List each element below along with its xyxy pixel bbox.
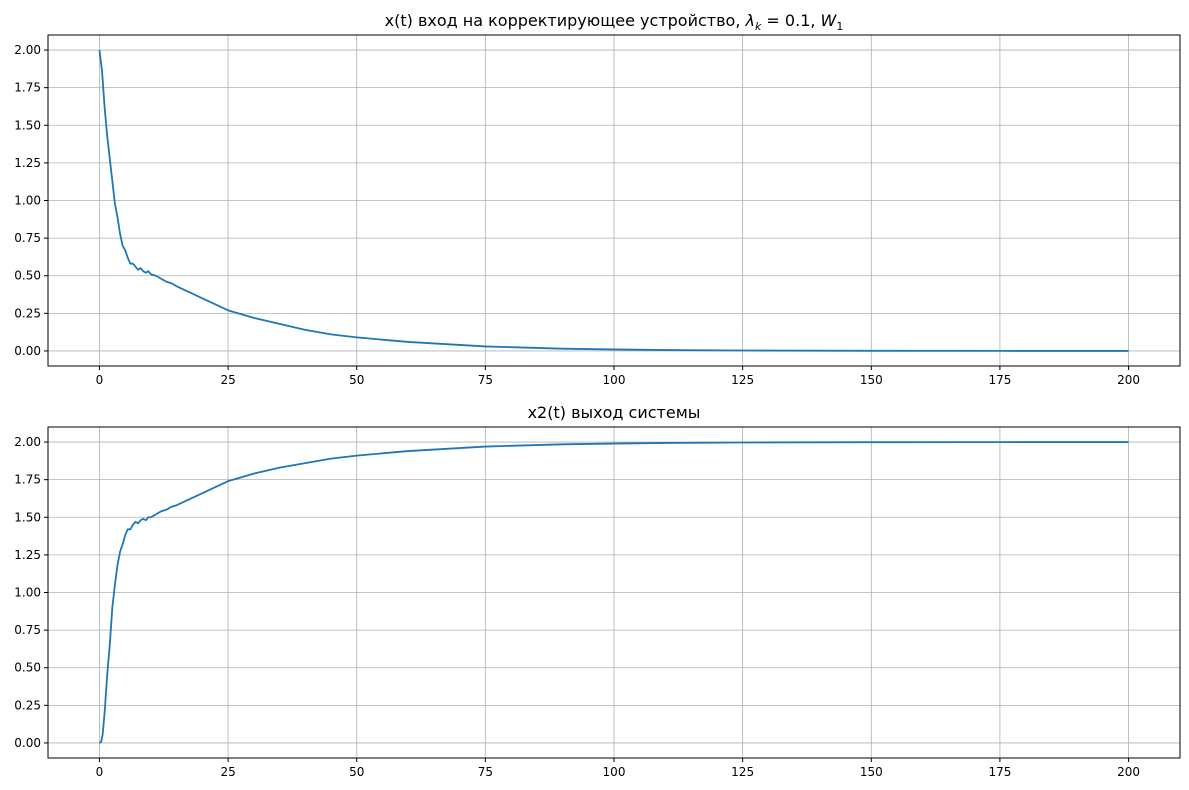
x-tick-label-top-3: 75	[478, 373, 493, 387]
y-tick-label-top-5: 1.25	[14, 156, 41, 170]
y-tick-label-bottom-8: 2.00	[14, 435, 41, 449]
chart-panel-bottom: 0 25 50 75 100 125 150 175 200 0.00 0.25 0.50 0.75 1.…	[14, 403, 1181, 779]
y-tick-label-top-4: 1.00	[14, 194, 41, 208]
chart-title-bottom: x2(t) выход системы	[528, 403, 701, 422]
y-tick-label-bottom-1: 0.25	[14, 698, 41, 712]
series-line-top-0	[98, 49, 1129, 352]
x-tick-label-bottom-5: 125	[731, 765, 754, 779]
y-tick-label-bottom-4: 1.00	[14, 586, 41, 600]
x-tick-label-top-7: 175	[988, 373, 1011, 387]
x-tick-label-bottom-8: 200	[1117, 765, 1140, 779]
y-tick-label-bottom-7: 1.75	[14, 473, 41, 487]
x-tick-label-bottom-1: 25	[220, 765, 235, 779]
y-tick-label-bottom-6: 1.50	[14, 510, 41, 524]
y-tick-label-bottom-2: 0.50	[14, 661, 41, 675]
y-tick-label-bottom-0: 0.00	[14, 736, 41, 750]
x-tick-label-top-1: 25	[220, 373, 235, 387]
x-tick-label-top-4: 100	[603, 373, 626, 387]
x-tick-label-top-8: 200	[1117, 373, 1140, 387]
x-tick-label-bottom-7: 175	[988, 765, 1011, 779]
x-tick-label-bottom-6: 150	[860, 765, 883, 779]
chart-title-top: x(t) вход на корректирующее устройство, …	[385, 11, 844, 33]
y-tick-label-top-1: 0.25	[14, 306, 41, 320]
x-tick-label-bottom-3: 75	[478, 765, 493, 779]
y-tick-label-top-7: 1.75	[14, 81, 41, 95]
x-tick-label-top-0: 0	[96, 373, 104, 387]
x-tick-label-top-6: 150	[860, 373, 883, 387]
series-line-bottom-0	[99, 441, 1129, 744]
y-tick-label-top-8: 2.00	[14, 43, 41, 57]
x-tick-label-bottom-2: 50	[349, 765, 364, 779]
y-tick-label-top-6: 1.50	[14, 118, 41, 132]
y-tick-label-top-0: 0.00	[14, 344, 41, 358]
y-tick-label-bottom-5: 1.25	[14, 548, 41, 562]
y-tick-label-bottom-3: 0.75	[14, 623, 41, 637]
x-tick-label-bottom-4: 100	[603, 765, 626, 779]
y-tick-label-top-2: 0.50	[14, 269, 41, 283]
chart-panel-top: 0 25 50 75 100 125 150 175 200 0.00 0.25 0.50 0.75 1.…	[14, 11, 1181, 387]
y-tick-label-top-3: 0.75	[14, 231, 41, 245]
x-tick-label-top-5: 125	[731, 373, 754, 387]
x-tick-label-bottom-0: 0	[96, 765, 104, 779]
x-tick-label-top-2: 50	[349, 373, 364, 387]
